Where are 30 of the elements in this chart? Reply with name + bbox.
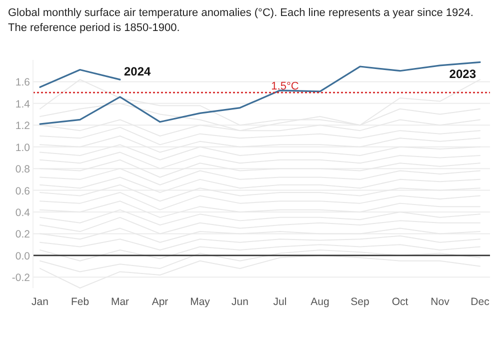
line-series [40, 250, 480, 272]
y-tick-label: 0.4 [15, 207, 30, 219]
x-tick-label: Apr [152, 296, 169, 308]
x-tick-label: Oct [392, 296, 408, 308]
x-tick-label: Jun [232, 296, 249, 308]
y-tick-label: 1.4 [15, 98, 30, 110]
x-tick-label: Jan [32, 296, 49, 308]
x-tick-label: Jul [273, 296, 287, 308]
line-series [40, 244, 480, 262]
y-tick-label: 0.8 [15, 164, 30, 176]
y-tick-label: 0.6 [15, 185, 30, 198]
ref-line-label: 1.5°C [271, 80, 299, 93]
y-tick-label: 1.2 [15, 120, 30, 132]
y-tick-label: 0.0 [15, 250, 30, 262]
x-tick-label: Aug [310, 296, 330, 308]
chart-title: Global monthly surface air temperature anomalies (°C). Each line represents a year since 1924. [8, 7, 474, 19]
y-tick-label: 1.6 [15, 76, 30, 89]
x-tick-label: Nov [430, 296, 450, 308]
chart-subtitle: The reference period is 1850-1900. [8, 22, 180, 34]
x-tick-label: Dec [470, 296, 490, 308]
x-tick-label: Sep [350, 296, 370, 308]
series-label: 2023 [449, 67, 476, 82]
x-tick-label: May [190, 296, 211, 308]
series-label: 2024 [124, 64, 152, 79]
y-tick-label: -0.2 [12, 272, 30, 284]
y-tick-label: 1.0 [15, 142, 30, 154]
x-tick-label: Feb [70, 296, 90, 308]
line-series [39, 61, 481, 125]
x-tick-label: Mar [110, 296, 130, 308]
y-tick-label: 0.2 [15, 228, 30, 241]
